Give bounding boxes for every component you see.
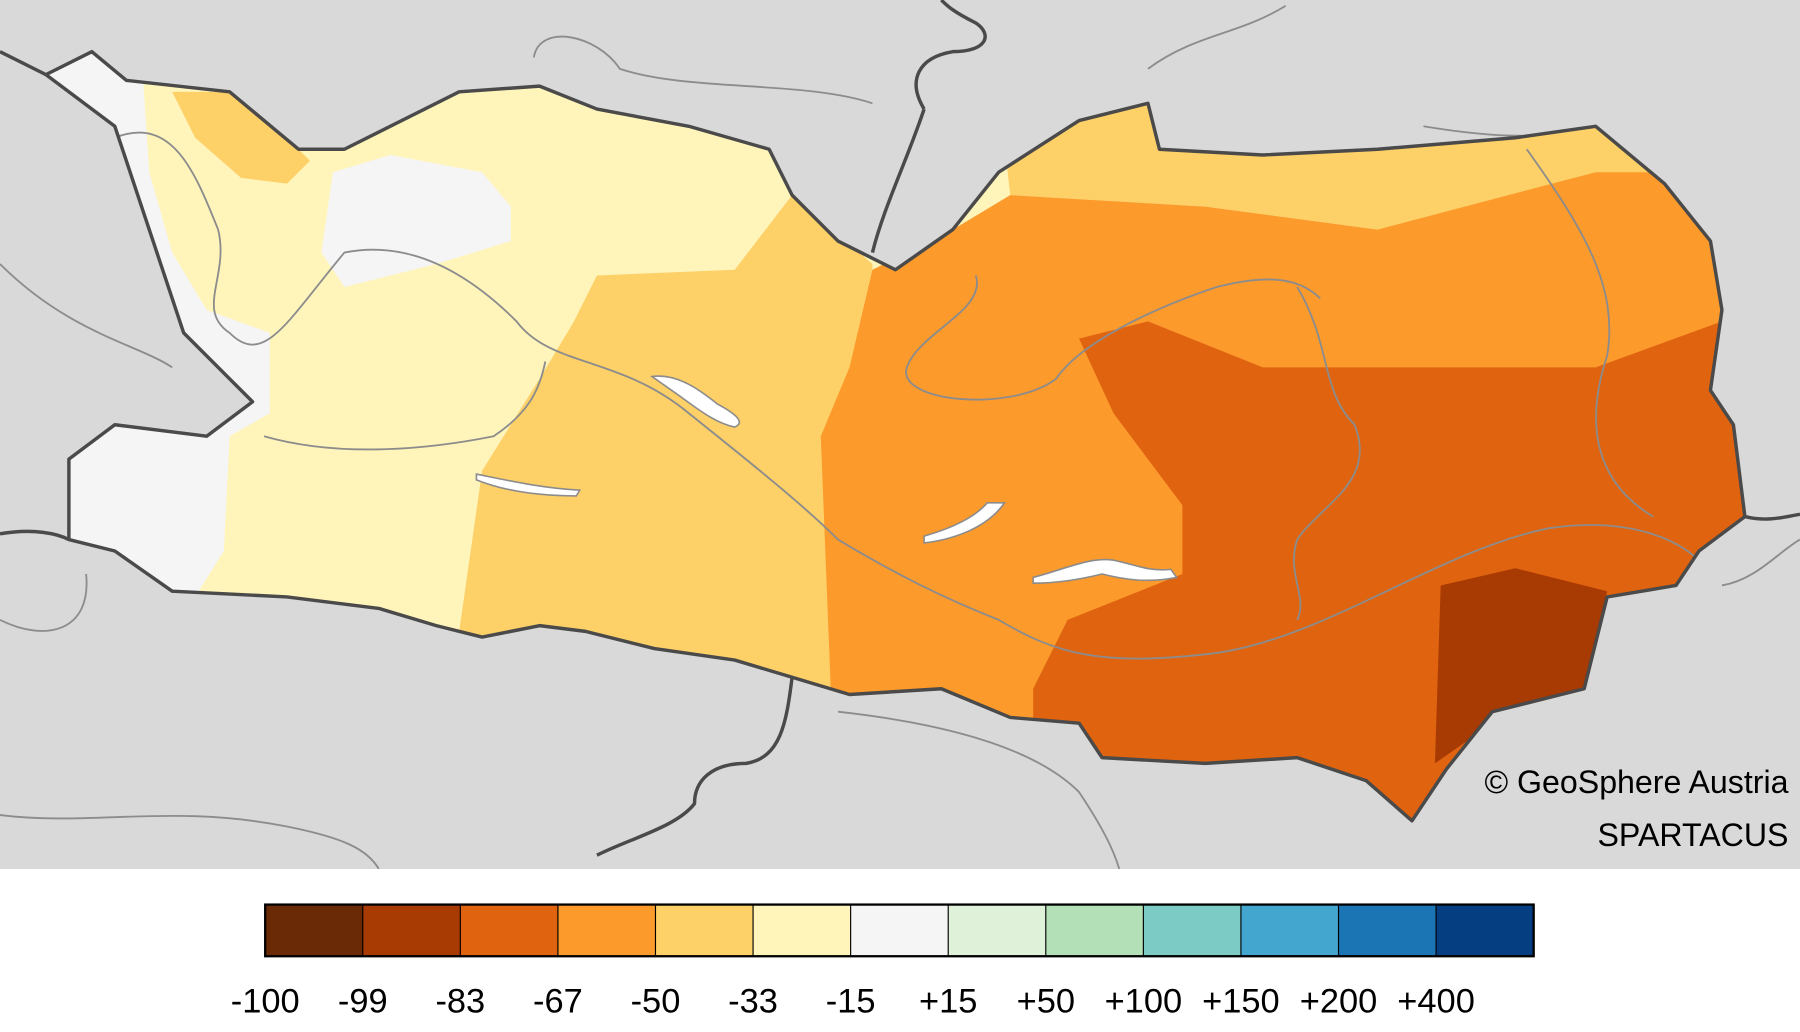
credit-line: SPARTACUS bbox=[1597, 817, 1788, 853]
colorbar-label: +100 bbox=[1105, 982, 1183, 1020]
colorbar-label: -83 bbox=[435, 982, 485, 1020]
colorbar-label: +150 bbox=[1202, 982, 1280, 1020]
colorbar-label: +15 bbox=[919, 982, 977, 1020]
credit-line: © GeoSphere Austria bbox=[1484, 764, 1788, 800]
colorbar-swatch bbox=[1143, 904, 1242, 957]
colorbar-label: +50 bbox=[1017, 982, 1075, 1020]
colorbar-swatch bbox=[948, 904, 1047, 957]
colorbar-swatch bbox=[460, 904, 559, 957]
lakes bbox=[475, 375, 1179, 584]
neighbour-rivers bbox=[0, 4, 1800, 870]
colorbar-label: +200 bbox=[1300, 982, 1378, 1020]
rivers bbox=[114, 131, 1712, 660]
colorbar: -100 -99 -83 -67 -50 -33 -15 +15 +50 +100 +150 +200… bbox=[231, 904, 1535, 1020]
colorbar-label: -50 bbox=[631, 982, 681, 1020]
colorbar-label: -99 bbox=[338, 982, 388, 1020]
colorbar-frame bbox=[264, 903, 1535, 958]
colorbar-label: -100 bbox=[231, 982, 300, 1020]
colorbar-swatch bbox=[557, 904, 657, 957]
colorbar-label: -67 bbox=[533, 982, 583, 1020]
colorbar-swatch bbox=[850, 904, 949, 957]
state-border bbox=[44, 49, 1747, 823]
zone-50-33-north bbox=[172, 91, 310, 184]
colorbar-label: -33 bbox=[728, 982, 778, 1020]
colorbar-label: +400 bbox=[1397, 982, 1475, 1020]
colorbar-swatch bbox=[753, 904, 852, 957]
colorbar-label: -15 bbox=[826, 982, 876, 1020]
colorbar-swatch bbox=[655, 904, 754, 957]
colorbar-swatch bbox=[362, 904, 461, 957]
zone-50-33 bbox=[447, 195, 873, 712]
colorbar-swatch bbox=[1436, 904, 1535, 957]
zone-99-83 bbox=[1434, 568, 1608, 764]
country-borders bbox=[0, 0, 1800, 857]
colorbar-swatch bbox=[1240, 904, 1340, 957]
colorbar-swatch bbox=[1045, 904, 1144, 957]
zone-15-15-blob bbox=[321, 154, 511, 287]
colorbar-swatch bbox=[265, 904, 364, 957]
colorbar-swatch bbox=[1338, 904, 1437, 957]
